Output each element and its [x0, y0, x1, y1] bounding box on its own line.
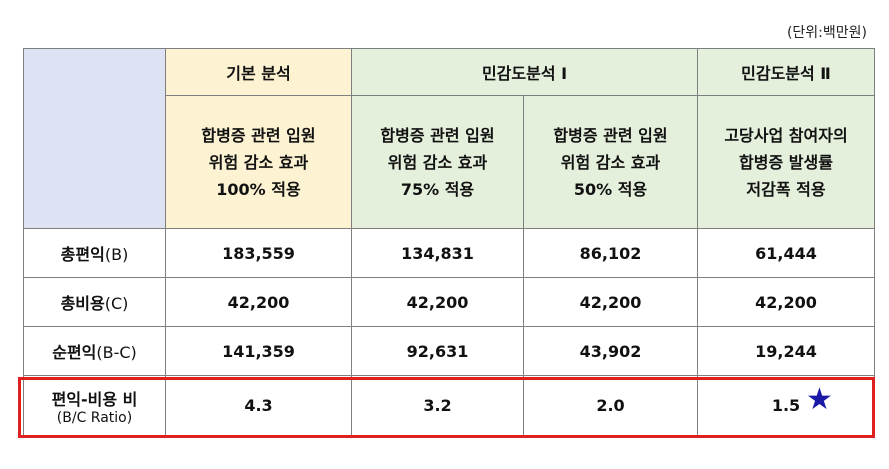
table-cell: 61,444: [697, 228, 875, 278]
scenario-line: 75% 적용: [400, 179, 475, 199]
scenario-line: 합병증 관련 입원: [201, 125, 316, 145]
table-cell: 4.3: [165, 375, 352, 436]
row-label: 총비용(C): [23, 277, 166, 327]
header-sensitivity-2: 민감도분석 Ⅱ: [697, 48, 875, 96]
scenario-line: 위험 감소 효과: [387, 152, 488, 172]
scenario-50: 합병증 관련 입원 위험 감소 효과 50% 적용: [523, 95, 698, 229]
scenario-line: 50% 적용: [573, 179, 648, 199]
corner-cell: [23, 48, 166, 229]
table-cell: 1.5: [697, 375, 875, 436]
header-sensitivity-1: 민감도분석 Ⅰ: [351, 48, 698, 96]
scenario-line: 합병증 관련 입원: [553, 125, 668, 145]
scenario-line: 고당사업 참여자의: [724, 125, 848, 145]
row-label: 총편익(B): [23, 228, 166, 278]
row-sublabel: (B/C Ratio): [56, 409, 133, 426]
table-cell: 19,244: [697, 326, 875, 376]
benefit-cost-table: 기본 분석 민감도분석 Ⅰ 민감도분석 Ⅱ 합병증 관련 입원 위험 감소 효과…: [23, 48, 875, 436]
table-cell: 43,902: [523, 326, 698, 376]
scenario-complication-rate: 고당사업 참여자의 합병증 발생률 저감폭 적용: [697, 95, 875, 229]
table-cell: 86,102: [523, 228, 698, 278]
scenario-line: 위험 감소 효과: [560, 152, 661, 172]
table-cell: 42,200: [523, 277, 698, 327]
scenario-basic: 합병증 관련 입원 위험 감소 효과 100% 적용: [165, 95, 352, 229]
table-row-total-benefit: 총편익(B) 183,559 134,831 86,102 61,444: [23, 228, 875, 278]
table-cell: 42,200: [697, 277, 875, 327]
header-row-scenarios: 합병증 관련 입원 위험 감소 효과 100% 적용 합병증 관련 입원 위험 …: [24, 95, 875, 229]
table-cell: 2.0: [523, 375, 698, 436]
table-cell: 42,200: [165, 277, 352, 327]
table-cell: 134,831: [351, 228, 524, 278]
table-cell: 42,200: [351, 277, 524, 327]
row-label: 편익-비용 비 (B/C Ratio): [23, 375, 166, 436]
scenario-line: 위험 감소 효과: [208, 152, 309, 172]
header-row-top: 기본 분석 민감도분석 Ⅰ 민감도분석 Ⅱ: [23, 48, 875, 229]
scenario-line: 합병증 관련 입원: [380, 125, 495, 145]
table-cell: 183,559: [165, 228, 352, 278]
star-icon: ★: [806, 382, 833, 417]
table-cell: 3.2: [351, 375, 524, 436]
table-row-bc-ratio: 편익-비용 비 (B/C Ratio) 4.3 3.2 2.0 1.5: [23, 375, 875, 436]
scenario-75: 합병증 관련 입원 위험 감소 효과 75% 적용: [351, 95, 524, 229]
row-label: 순편익(B-C): [23, 326, 166, 376]
scenario-line: 저감폭 적용: [746, 179, 826, 199]
scenario-line: 합병증 발생률: [739, 152, 833, 172]
unit-note: (단위:백만원): [786, 25, 867, 41]
table-cell: 92,631: [351, 326, 524, 376]
scenario-line: 100% 적용: [216, 179, 301, 199]
table-row-net-benefit: 순편익(B-C) 141,359 92,631 43,902 19,244: [23, 326, 875, 376]
header-basic-analysis: 기본 분석: [165, 48, 352, 96]
table-cell: 141,359: [165, 326, 352, 376]
table-row-total-cost: 총비용(C) 42,200 42,200 42,200 42,200: [23, 277, 875, 327]
